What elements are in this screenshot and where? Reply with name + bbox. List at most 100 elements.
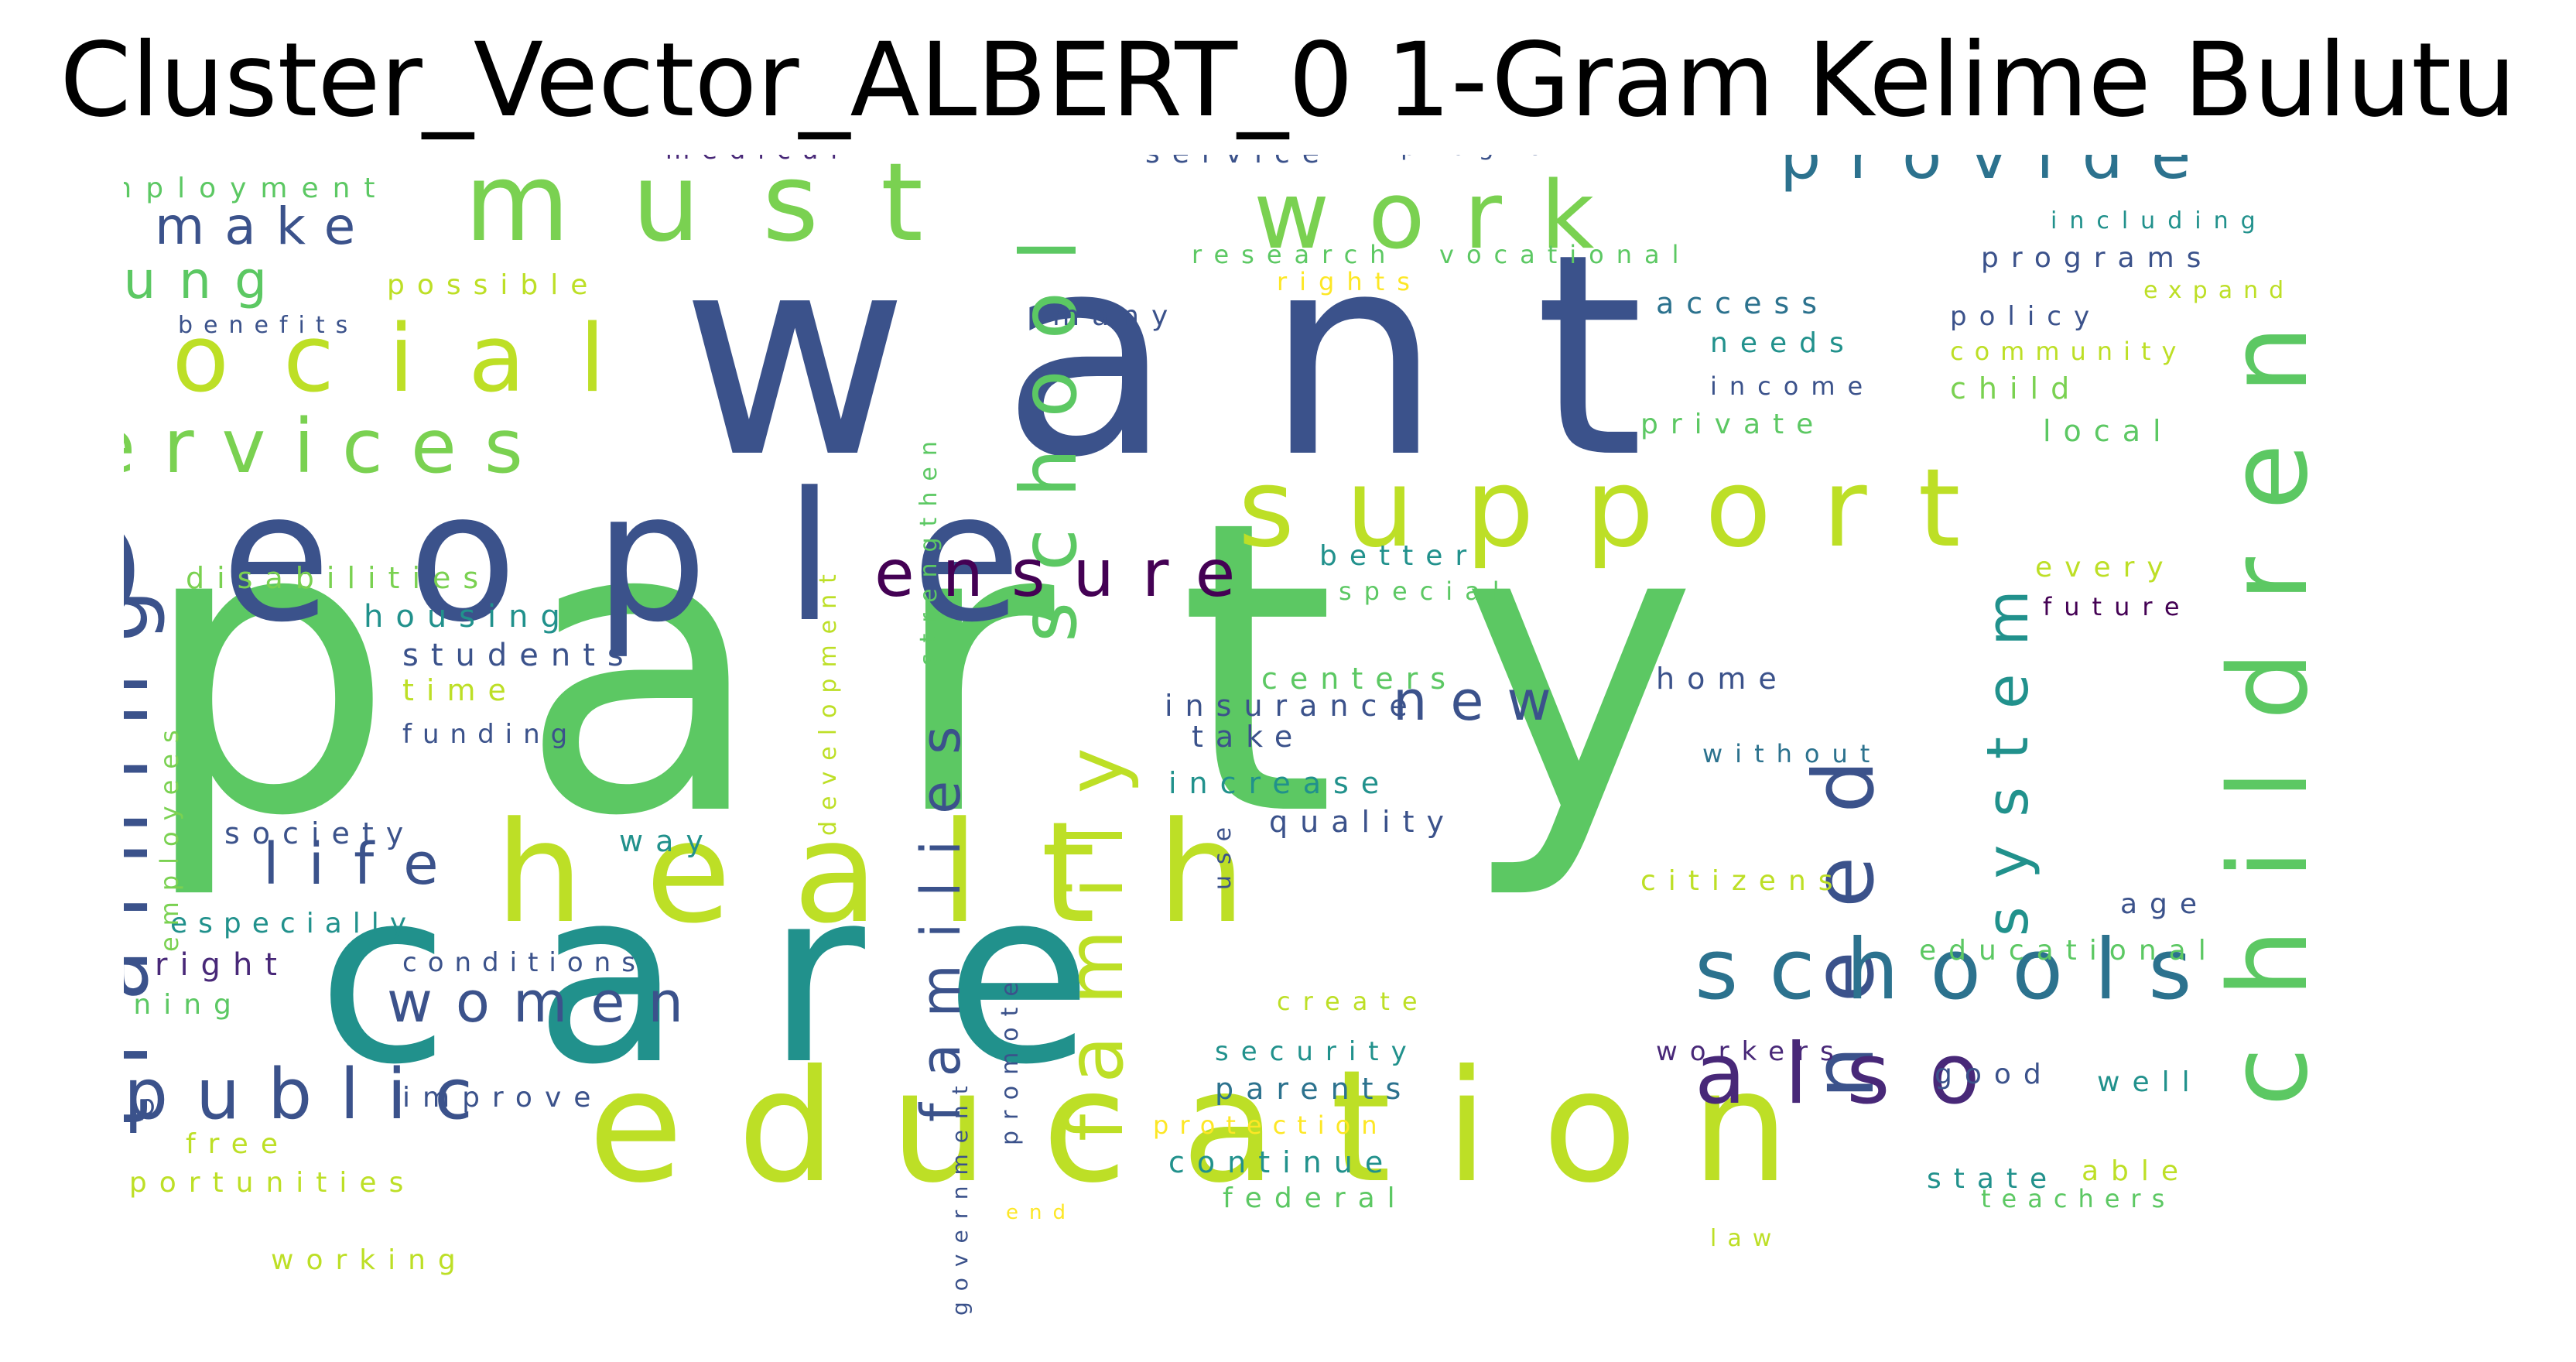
word-state: state: [1927, 1163, 2059, 1195]
word-public: public: [124, 1054, 501, 1135]
word-employees: employees: [155, 719, 184, 952]
word-ensure: ensure: [874, 536, 1263, 611]
word-program: program: [1401, 155, 1593, 161]
word-especially: especially: [170, 908, 417, 939]
word-free: free: [186, 1128, 290, 1160]
word-programs: programs: [1981, 242, 2213, 274]
word-housing: housing: [364, 599, 573, 635]
word-care: care: [317, 838, 1178, 1117]
word-well: well: [2097, 1066, 2202, 1098]
word-make: make: [155, 197, 375, 256]
word-help: help: [124, 1090, 168, 1121]
word-increase: increase: [1168, 766, 1391, 800]
word-expand: expand: [2143, 277, 2294, 304]
word-time: time: [402, 673, 518, 707]
word-able: able: [2082, 1155, 2191, 1187]
word-teachers: teachers: [1981, 1184, 2175, 1213]
word-use: use: [1209, 816, 1237, 890]
word-special: special: [1339, 577, 1512, 606]
word-need: need: [1796, 717, 1893, 1099]
word-support: support: [1238, 446, 2012, 572]
word-child: child: [1950, 371, 2082, 406]
word-children: children: [2206, 275, 2332, 1107]
word-party: party: [139, 435, 1822, 904]
word-families: families: [909, 700, 973, 1122]
word-take: take: [1192, 720, 1305, 754]
word-local: local: [2043, 414, 2174, 448]
word-also: also: [1695, 1026, 2019, 1123]
word-protection: protection: [1153, 1110, 1387, 1140]
word-parents: parents: [1215, 1072, 1413, 1106]
word-quality: quality: [1269, 805, 1456, 839]
word-service: service: [1145, 155, 1332, 169]
word-improve: improve: [402, 1082, 603, 1114]
word-better: better: [1319, 540, 1479, 572]
word-schools: schools: [1695, 922, 2223, 1018]
word-opportunities: opportunities: [124, 1167, 416, 1199]
word-research: research: [1192, 240, 1397, 269]
word-way: way: [619, 824, 716, 858]
word-working: working: [271, 1244, 468, 1276]
word-want: want: [681, 194, 1736, 518]
figure-title: Cluster_Vector_ALBERT_0 1-Gram Kelime Bu…: [60, 21, 2516, 140]
word-age: age: [2120, 888, 2209, 920]
word-income: income: [1710, 371, 1875, 401]
word-law: law: [1710, 1225, 1782, 1252]
word-access: access: [1656, 286, 1829, 320]
word-education: education: [588, 1037, 1843, 1217]
word-government: government: [947, 1075, 973, 1316]
word-create: create: [1277, 987, 1430, 1016]
word-centers: centers: [1261, 662, 1458, 696]
word-strengthen: strengthen: [915, 430, 942, 666]
word-possible: possible: [387, 269, 600, 301]
word-new: new: [1393, 669, 1575, 733]
word-young: young: [124, 251, 290, 310]
word-every: every: [2035, 552, 2176, 583]
word-promote: promote: [997, 971, 1024, 1145]
word-family: family: [1050, 717, 1141, 1141]
word-services: services: [124, 403, 551, 490]
word-society: society: [224, 816, 416, 850]
word-end: end: [1006, 1201, 1076, 1224]
word-work: work: [1254, 163, 1633, 270]
word-vocational: vocational: [1439, 240, 1692, 269]
word-must: must: [464, 155, 985, 266]
word-development: development: [815, 563, 842, 836]
word-benefits: benefits: [178, 312, 358, 339]
word-school: school: [1004, 208, 1094, 642]
word-good: good: [1935, 1059, 2054, 1090]
word-social: social: [124, 306, 659, 413]
word-private: private: [1640, 409, 1825, 440]
word-home: home: [1656, 662, 1789, 696]
word-disabilities: disabilities: [186, 561, 491, 595]
word-health: health: [495, 792, 1308, 954]
word-federal: federal: [1223, 1182, 1408, 1214]
word-training: training: [124, 559, 167, 1130]
word-right: right: [155, 947, 289, 983]
word-medical: medical: [665, 155, 850, 165]
word-students: students: [402, 638, 636, 673]
word-without: without: [1702, 739, 1882, 768]
word-including: including: [2051, 207, 2268, 234]
word-security: security: [1215, 1036, 1419, 1067]
word-many: many: [1052, 300, 1180, 332]
word-policy: policy: [1950, 301, 2102, 332]
word-funding: funding: [402, 719, 578, 750]
word-women: women: [387, 970, 706, 1035]
word-rights: rights: [1277, 267, 1422, 296]
word-educational: educational: [1919, 935, 2219, 967]
word-provide: provide: [1780, 155, 2219, 193]
word-needs: needs: [1710, 327, 1856, 359]
word-employment: employment: [124, 173, 389, 204]
word-workers: workers: [1656, 1036, 1846, 1067]
word-life: life: [263, 831, 468, 898]
word-citizens: citizens: [1640, 865, 1846, 897]
word-learning: learning: [124, 989, 244, 1021]
word-future: future: [2043, 592, 2192, 621]
word-community: community: [1950, 337, 2187, 366]
word-conditions: conditions: [402, 947, 646, 978]
word-people: people: [124, 455, 1099, 662]
word-insurance: insurance: [1165, 689, 1420, 723]
